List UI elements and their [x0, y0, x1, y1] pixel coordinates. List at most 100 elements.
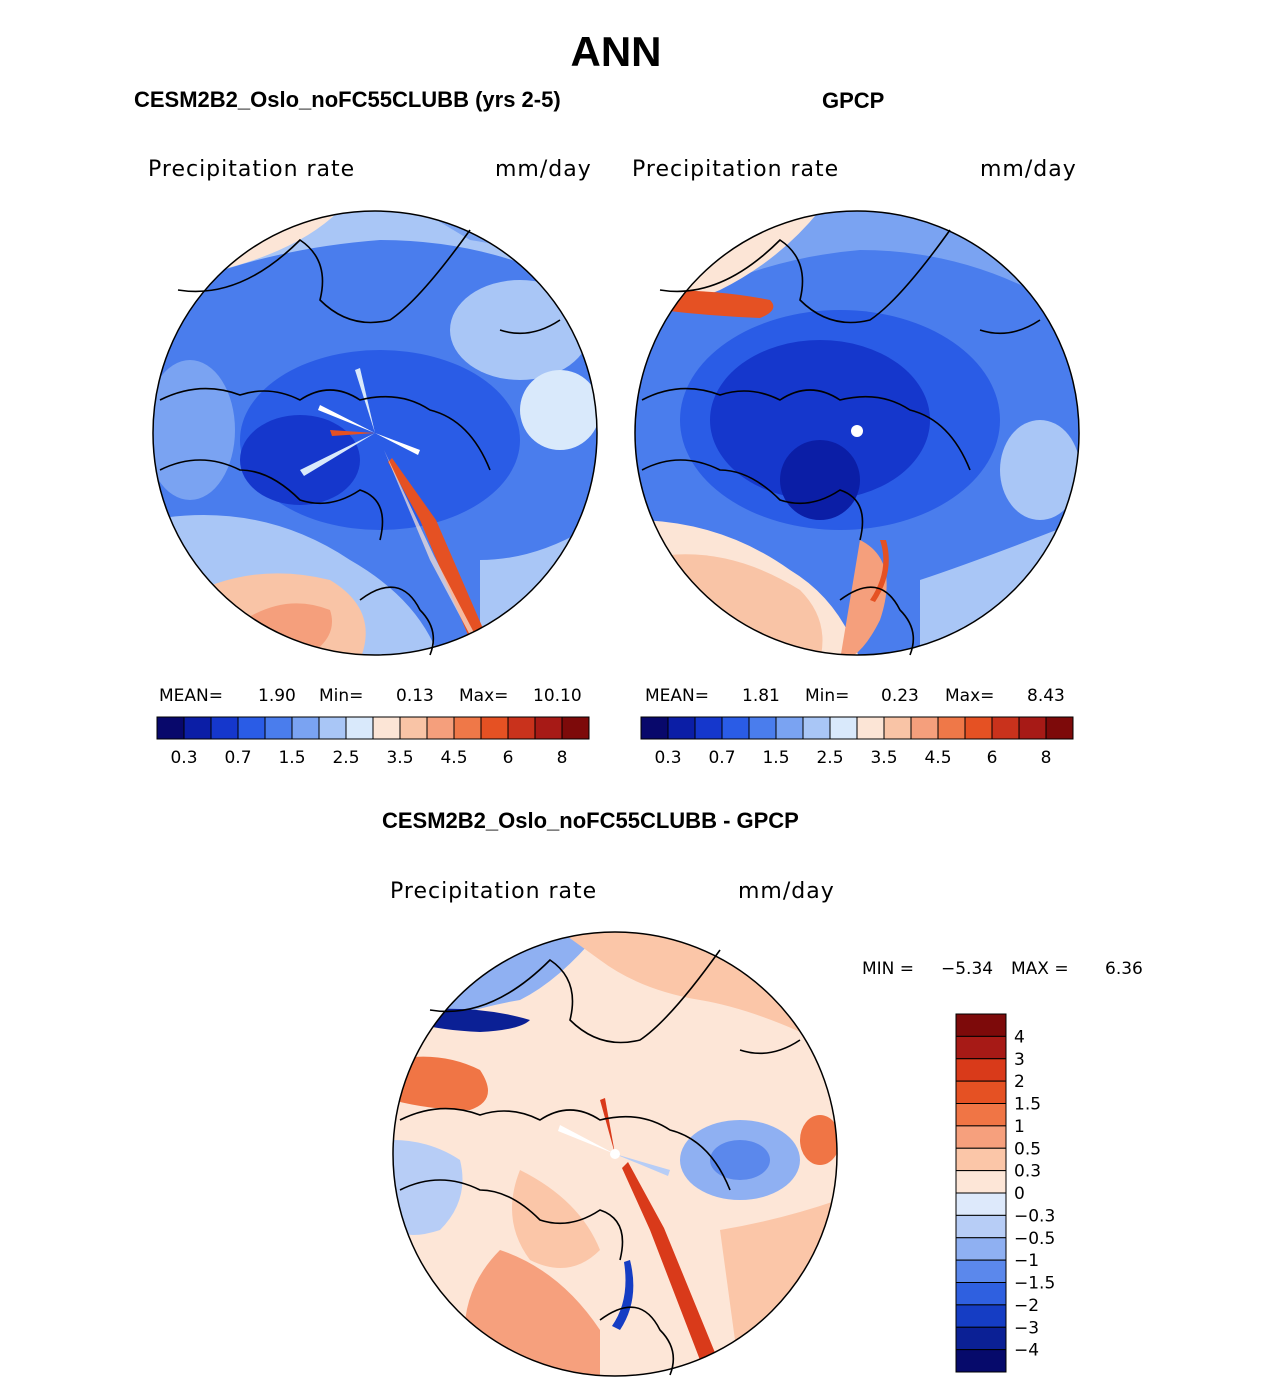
- diff-colorbar-box-14: [955, 1326, 1007, 1351]
- obs-colorbar-tick-label: 0.3: [654, 748, 681, 768]
- obs-colorbar-box-8: [856, 716, 885, 740]
- obs-mean-label: MEAN=: [645, 686, 709, 706]
- obs-map-border: [634, 210, 1080, 656]
- diff-colorbar-tick-label: 1: [1014, 1117, 1025, 1137]
- diff-colorbar-tick-label: −0.5: [1014, 1229, 1055, 1249]
- obs-colorbar-tick-label: 8: [1041, 748, 1052, 768]
- diff-max-value: 6.36: [1105, 959, 1143, 979]
- model-colorbar-box-6: [318, 716, 347, 740]
- diff-colorbar-box-7: [955, 1170, 1007, 1194]
- obs-variable-label: Precipitation rate: [632, 157, 840, 182]
- model-colorbar-box-14: [534, 716, 563, 740]
- diff-units-label: mm/day: [738, 879, 835, 904]
- model-colorbar-tick-label: 0.3: [170, 748, 197, 768]
- diff-colorbar-tick-label: −2: [1014, 1296, 1039, 1316]
- model-colorbar-box-4: [264, 716, 293, 740]
- obs-colorbar-box-5: [775, 716, 804, 740]
- model-colorbar-box-2: [210, 716, 239, 740]
- diff-colorbar-tick-label: 3: [1014, 1050, 1025, 1070]
- diff-colorbar-tick-label: 0: [1014, 1184, 1025, 1204]
- obs-units-label: mm/day: [980, 157, 1077, 182]
- obs-colorbar-box-9: [883, 716, 912, 740]
- obs-colorbar-tick-label: 0.7: [708, 748, 735, 768]
- model-colorbar-box-3: [237, 716, 266, 740]
- model-mean-label: MEAN=: [159, 686, 223, 706]
- model-colorbar-box-11: [453, 716, 482, 740]
- model-colorbar-box-13: [507, 716, 536, 740]
- diff-colorbar-box-15: [955, 1349, 1007, 1373]
- figure-title: ANN: [570, 28, 662, 75]
- diff-min-value: −5.34: [941, 959, 994, 979]
- model-variable-label: Precipitation rate: [148, 157, 356, 182]
- obs-colorbar-box-2: [694, 716, 723, 740]
- diff-colorbar-tick-label: 2: [1014, 1072, 1025, 1092]
- obs-colorbar: 0.3 0.7 1.5 2.5 3.5 4.5 6 8: [640, 716, 1074, 768]
- model-mean-value: 1.90: [258, 686, 296, 706]
- model-max-label: Max=: [459, 686, 509, 706]
- diff-colorbar-box-5: [955, 1125, 1007, 1149]
- diff-colorbar-tick-label: 4: [1014, 1027, 1025, 1047]
- diff-map-border: [392, 931, 838, 1377]
- diff-colorbar: 4 32 1.510.5 0.30−0.3 −0.5−1 −1.5−2−3 −4: [955, 1013, 1055, 1373]
- obs-max-label: Max=: [945, 686, 995, 706]
- obs-pole-point: [851, 425, 863, 437]
- obs-mean-value: 1.81: [742, 686, 780, 706]
- diff-colorbar-tick-label: 1.5: [1014, 1095, 1041, 1115]
- model-colorbar-tick-label: 3.5: [386, 748, 413, 768]
- diff-colorbar-tick-label: −4: [1014, 1341, 1039, 1361]
- model-colorbar-box-7: [345, 716, 374, 740]
- model-max-value: 10.10: [533, 686, 582, 706]
- model-min-label: Min=: [319, 686, 364, 706]
- diff-colorbar-box-2: [955, 1058, 1007, 1082]
- obs-colorbar-box-10: [910, 716, 939, 740]
- diff-colorbar-box-11: [955, 1259, 1007, 1283]
- model-colorbar-tick-label: 6: [503, 748, 514, 768]
- obs-colorbar-box-11: [937, 716, 966, 740]
- model-colorbar-box-10: [426, 716, 455, 740]
- obs-colorbar-box-7: [829, 716, 858, 740]
- model-colorbar-tick-label: 2.5: [332, 748, 359, 768]
- diff-colorbar-box-0: [955, 1013, 1007, 1037]
- model-colorbar: 0.3 0.7 1.5 2.5 3.5 4.5 6 8: [156, 716, 590, 768]
- diff-pole-point: [610, 1149, 620, 1159]
- model-map-border: [152, 210, 598, 656]
- obs-coastlines: [641, 229, 1041, 656]
- model-coastlines: [159, 229, 561, 656]
- model-min-value: 0.13: [396, 686, 434, 706]
- diff-colorbar-box-12: [955, 1282, 1007, 1306]
- model-colorbar-box-8: [372, 716, 401, 740]
- obs-colorbar-tick-label: 6: [987, 748, 998, 768]
- diff-colorbar-tick-label: −0.3: [1014, 1206, 1055, 1226]
- diff-panel-title: CESM2B2_Oslo_noFC55CLUBB - GPCP: [382, 808, 799, 833]
- obs-colorbar-box-4: [748, 716, 777, 740]
- obs-colorbar-box-14: [1018, 716, 1047, 740]
- model-panel-title: CESM2B2_Oslo_noFC55CLUBB (yrs 2-5): [134, 87, 561, 112]
- obs-colorbar-tick-label: 1.5: [762, 748, 789, 768]
- obs-colorbar-tick-label: 3.5: [870, 748, 897, 768]
- diff-coastlines: [399, 949, 801, 1376]
- diff-colorbar-box-3: [955, 1080, 1007, 1104]
- obs-colorbar-box-15: [1045, 716, 1074, 740]
- model-colorbar-box-9: [399, 716, 428, 740]
- diff-max-label: MAX =: [1011, 959, 1069, 979]
- model-units-label: mm/day: [495, 157, 592, 182]
- diff-colorbar-box-4: [955, 1103, 1007, 1127]
- obs-colorbar-box-1: [667, 716, 696, 740]
- obs-colorbar-box-6: [802, 716, 831, 740]
- obs-colorbar-box-0: [640, 716, 669, 740]
- diff-colorbar-tick-label: 0.5: [1014, 1139, 1041, 1159]
- model-colorbar-box-5: [291, 716, 320, 740]
- model-colorbar-tick-label: 1.5: [278, 748, 305, 768]
- obs-min-label: Min=: [805, 686, 850, 706]
- diff-polar-map: [393, 932, 837, 1376]
- obs-max-value: 8.43: [1027, 686, 1065, 706]
- diff-colorbar-box-10: [955, 1237, 1007, 1261]
- diff-colorbar-tick-label: 0.3: [1014, 1162, 1041, 1182]
- model-colorbar-tick-label: 4.5: [440, 748, 467, 768]
- model-colorbar-tick-label: 8: [557, 748, 568, 768]
- diff-colorbar-tick-label: −3: [1014, 1318, 1039, 1338]
- obs-min-value: 0.23: [881, 686, 919, 706]
- model-colorbar-box-15: [561, 716, 590, 740]
- diff-colorbar-tick-label: −1: [1014, 1251, 1039, 1271]
- obs-panel-title: GPCP: [822, 88, 885, 113]
